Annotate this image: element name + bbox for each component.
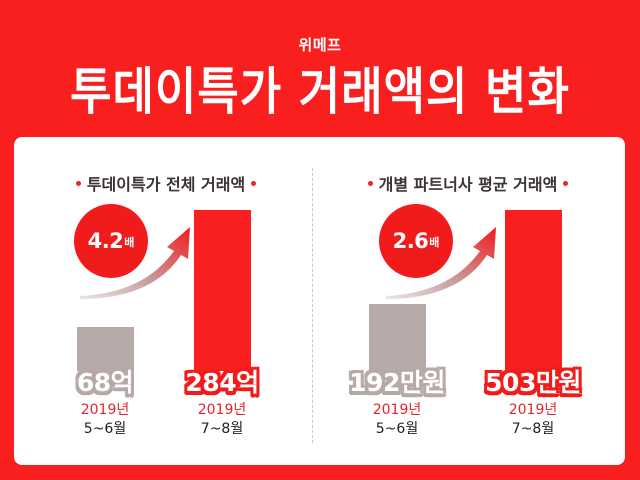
year-label: 2019년 bbox=[197, 402, 247, 418]
multiplier-badge-total: 4.2 배 bbox=[74, 204, 148, 278]
page-title: 투데이특가 거래액의 변화 bbox=[70, 61, 570, 122]
months-label: 7~8월 bbox=[511, 421, 555, 437]
section-divider bbox=[312, 168, 313, 443]
chart-title-text: 개별 파트너사 평균 거래액 bbox=[378, 175, 558, 194]
value-label-before-total: 68억 bbox=[76, 368, 134, 397]
value-label-after-total: 284억 bbox=[185, 368, 259, 397]
chart-panel: 투데이특가 전체 거래액 4.2 배 68억 284억 2019년 5~6월 2… bbox=[14, 137, 625, 465]
multiplier-unit: 배 bbox=[429, 236, 440, 249]
period-after-partner: 2019년 7~8월 bbox=[483, 401, 583, 439]
multiplier-value: 4.2 bbox=[87, 229, 124, 253]
chart-title-text: 투데이특가 전체 거래액 bbox=[86, 175, 246, 194]
multiplier-badge-partner: 2.6 배 bbox=[379, 204, 453, 278]
period-before-partner: 2019년 5~6월 bbox=[347, 401, 447, 439]
bar-after-partner bbox=[505, 210, 562, 371]
chart-title-partner: 개별 파트너사 평균 거래액 bbox=[330, 171, 606, 195]
months-label: 7~8월 bbox=[200, 421, 244, 437]
months-label: 5~6월 bbox=[83, 421, 127, 437]
year-label: 2019년 bbox=[508, 402, 558, 418]
months-label: 5~6월 bbox=[375, 421, 419, 437]
period-before-total: 2019년 5~6월 bbox=[55, 401, 155, 439]
value-label-before-partner: 192만원 bbox=[349, 368, 445, 397]
bullet-dot-icon bbox=[563, 180, 569, 186]
chart-title-total: 투데이특가 전체 거래액 bbox=[34, 171, 298, 195]
bar-before-total bbox=[77, 327, 134, 371]
bullet-dot-icon bbox=[367, 180, 373, 186]
brand-label: 위메프 bbox=[298, 36, 342, 54]
year-label: 2019년 bbox=[80, 402, 130, 418]
bar-before-partner bbox=[369, 304, 426, 371]
bullet-dot-icon bbox=[251, 180, 257, 186]
multiplier-unit: 배 bbox=[124, 236, 135, 249]
bar-after-total bbox=[194, 210, 251, 371]
period-after-total: 2019년 7~8월 bbox=[172, 401, 272, 439]
growth-arrow-icon bbox=[80, 227, 190, 299]
growth-arrow-icon bbox=[386, 227, 496, 299]
multiplier-value: 2.6 bbox=[392, 229, 429, 253]
value-label-after-partner: 503만원 bbox=[485, 368, 581, 397]
year-label: 2019년 bbox=[372, 402, 422, 418]
bullet-dot-icon bbox=[75, 180, 81, 186]
